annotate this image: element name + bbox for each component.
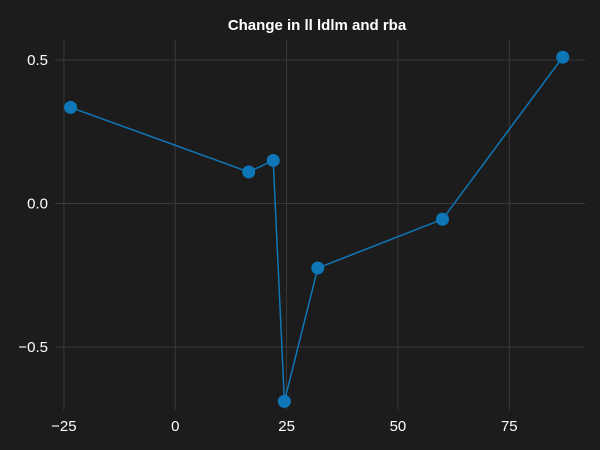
- y-axis-tick-labels: −0.5 0.0 0.5: [18, 52, 48, 356]
- chart-title: Change in ll ldlm and rba: [228, 17, 407, 34]
- y-tick-label: −0.5: [18, 339, 48, 356]
- y-tick-label: 0.0: [27, 195, 48, 212]
- data-point-marker: [435, 212, 449, 226]
- series-line: [70, 56, 564, 402]
- data-point-marker: [64, 100, 78, 114]
- data-point-marker: [266, 153, 280, 167]
- x-tick-label: 25: [278, 418, 295, 435]
- x-tick-label: 50: [390, 418, 407, 435]
- x-tick-label: 75: [501, 418, 518, 435]
- data-point-marker: [277, 394, 291, 408]
- y-tick-label: 0.5: [27, 52, 48, 69]
- series-layer: [64, 50, 570, 408]
- data-point-marker: [311, 261, 325, 275]
- x-axis-tick-labels: −25 0 25 50 75: [51, 418, 517, 435]
- grid: [55, 40, 585, 410]
- data-point-marker: [242, 165, 256, 179]
- x-tick-label: −25: [51, 418, 76, 435]
- x-tick-label: 0: [171, 418, 179, 435]
- data-point-marker: [556, 50, 570, 64]
